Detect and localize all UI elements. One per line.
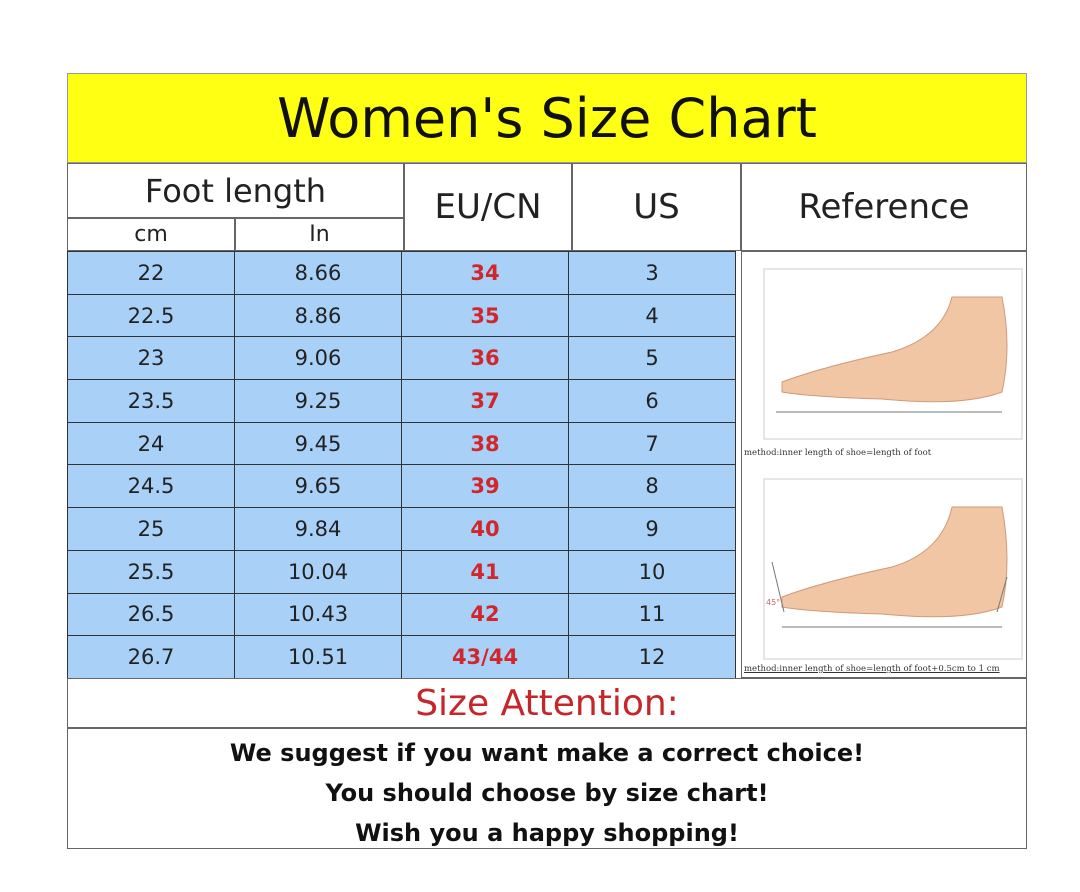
cell-cm: 24 xyxy=(67,421,235,466)
reference-caption-2: method:inner length of shoe=length of fo… xyxy=(744,664,1000,674)
cell-cm: 25 xyxy=(67,507,235,551)
cell-cm: 22 xyxy=(67,251,235,295)
cell-eu: 34 xyxy=(401,251,569,295)
foot-measurement-image xyxy=(763,268,1023,440)
reference-caption-1: method:inner length of shoe=length of fo… xyxy=(744,448,932,458)
table-row: 23.5 9.25 37 6 xyxy=(67,379,736,423)
table-row: 23 9.06 36 5 xyxy=(67,336,736,381)
table-row: 25 9.84 40 9 xyxy=(67,507,736,551)
cell-us: 6 xyxy=(568,379,736,423)
table-row: 24.5 9.65 39 8 xyxy=(67,464,736,509)
cell-cm: 22.5 xyxy=(67,293,235,338)
header-us: US xyxy=(572,163,741,251)
cell-eu: 36 xyxy=(401,336,569,381)
cell-eu: 42 xyxy=(401,592,569,637)
cell-eu: 43/44 xyxy=(401,635,569,679)
header-reference: Reference xyxy=(741,163,1027,251)
angle-label: 45° xyxy=(766,598,780,607)
cell-us: 8 xyxy=(568,464,736,509)
cell-in: 9.45 xyxy=(234,421,402,466)
cell-in: 8.66 xyxy=(234,251,402,295)
size-table: 22 8.66 34 3 22.5 8.86 35 4 23 9.06 36 5 23.5 9.25 37 6… xyxy=(67,251,736,679)
table-row: 25.5 10.04 41 10 xyxy=(67,549,736,594)
cell-in: 9.84 xyxy=(234,507,402,551)
message-box: We suggest if you want make a correct ch… xyxy=(67,728,1027,849)
header-in: In xyxy=(235,218,404,251)
cell-in: 9.65 xyxy=(234,464,402,509)
message-line: You should choose by size chart! xyxy=(325,779,769,807)
header-cm: cm xyxy=(67,218,235,251)
message-line: We suggest if you want make a correct ch… xyxy=(229,739,865,767)
cell-in: 9.06 xyxy=(234,336,402,381)
cell-us: 10 xyxy=(568,549,736,594)
cell-in: 10.43 xyxy=(234,592,402,637)
cell-us: 12 xyxy=(568,635,736,679)
reference-panel: method:inner length of shoe=length of fo… xyxy=(741,251,1027,678)
cell-eu: 41 xyxy=(401,549,569,594)
cell-cm: 23 xyxy=(67,336,235,381)
cell-us: 3 xyxy=(568,251,736,295)
header-foot-length: Foot length xyxy=(67,163,404,218)
cell-cm: 26.5 xyxy=(67,592,235,637)
cell-in: 10.04 xyxy=(234,549,402,594)
cell-cm: 23.5 xyxy=(67,379,235,423)
message-line: Wish you a happy shopping! xyxy=(355,819,739,847)
cell-in: 9.25 xyxy=(234,379,402,423)
header-eu-cn: EU/CN xyxy=(404,163,572,251)
table-row: 22 8.66 34 3 xyxy=(67,251,736,295)
foot-measurement-image-45: 45° xyxy=(763,478,1023,660)
page-title: Women's Size Chart xyxy=(67,73,1027,163)
cell-in: 10.51 xyxy=(234,635,402,679)
cell-eu: 37 xyxy=(401,379,569,423)
table-row: 22.5 8.86 35 4 xyxy=(67,293,736,338)
cell-us: 5 xyxy=(568,336,736,381)
size-attention-heading: Size Attention: xyxy=(67,678,1027,728)
cell-us: 11 xyxy=(568,592,736,637)
cell-cm: 25.5 xyxy=(67,549,235,594)
cell-us: 4 xyxy=(568,293,736,338)
cell-cm: 24.5 xyxy=(67,464,235,509)
cell-in: 8.86 xyxy=(234,293,402,338)
cell-eu: 40 xyxy=(401,507,569,551)
cell-eu: 38 xyxy=(401,421,569,466)
cell-us: 7 xyxy=(568,421,736,466)
cell-cm: 26.7 xyxy=(67,635,235,679)
table-row: 24 9.45 38 7 xyxy=(67,421,736,466)
cell-eu: 35 xyxy=(401,293,569,338)
cell-us: 9 xyxy=(568,507,736,551)
table-row: 26.7 10.51 43/44 12 xyxy=(67,635,736,679)
cell-eu: 39 xyxy=(401,464,569,509)
table-row: 26.5 10.43 42 11 xyxy=(67,592,736,637)
